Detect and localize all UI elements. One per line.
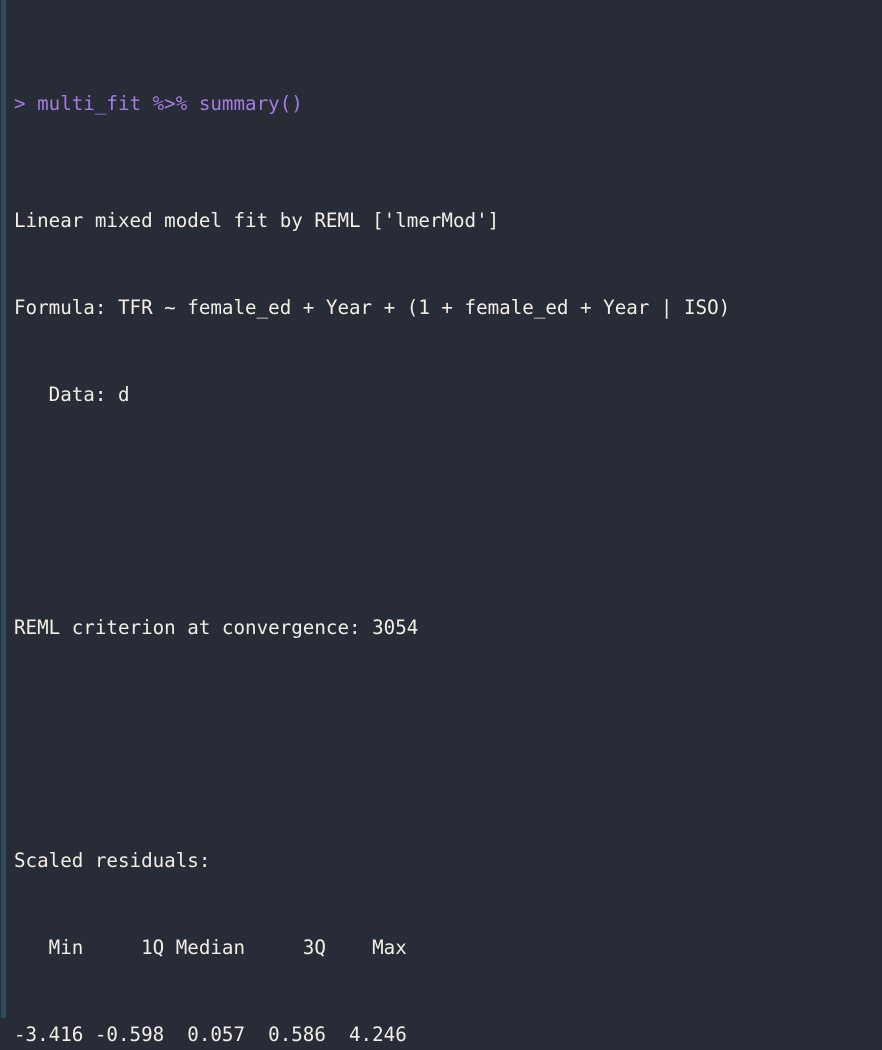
data-line: Data: d xyxy=(14,383,130,407)
console-text-body: > multi_fit %>% summary() Linear mixed m… xyxy=(14,2,882,1050)
model-fit-line: Linear mixed model fit by REML ['lmerMod… xyxy=(14,208,500,232)
scaled-residuals-header: Min 1Q Median 3Q Max xyxy=(14,936,419,959)
formula-line: Formula: TFR ~ female_ed + Year + (1 + f… xyxy=(14,295,731,319)
console-prompt-line[interactable]: > multi_fit %>% summary() xyxy=(14,92,303,116)
reml-criterion-line: REML criterion at convergence: 3054 xyxy=(14,615,419,639)
blank-line xyxy=(14,729,882,758)
console-left-accent-bar xyxy=(1,0,6,1018)
blank-line xyxy=(14,497,882,526)
scaled-residuals-values: -3.416 -0.598 0.057 0.586 4.246 xyxy=(14,1023,419,1047)
scaled-residuals-title: Scaled residuals: xyxy=(14,848,211,872)
